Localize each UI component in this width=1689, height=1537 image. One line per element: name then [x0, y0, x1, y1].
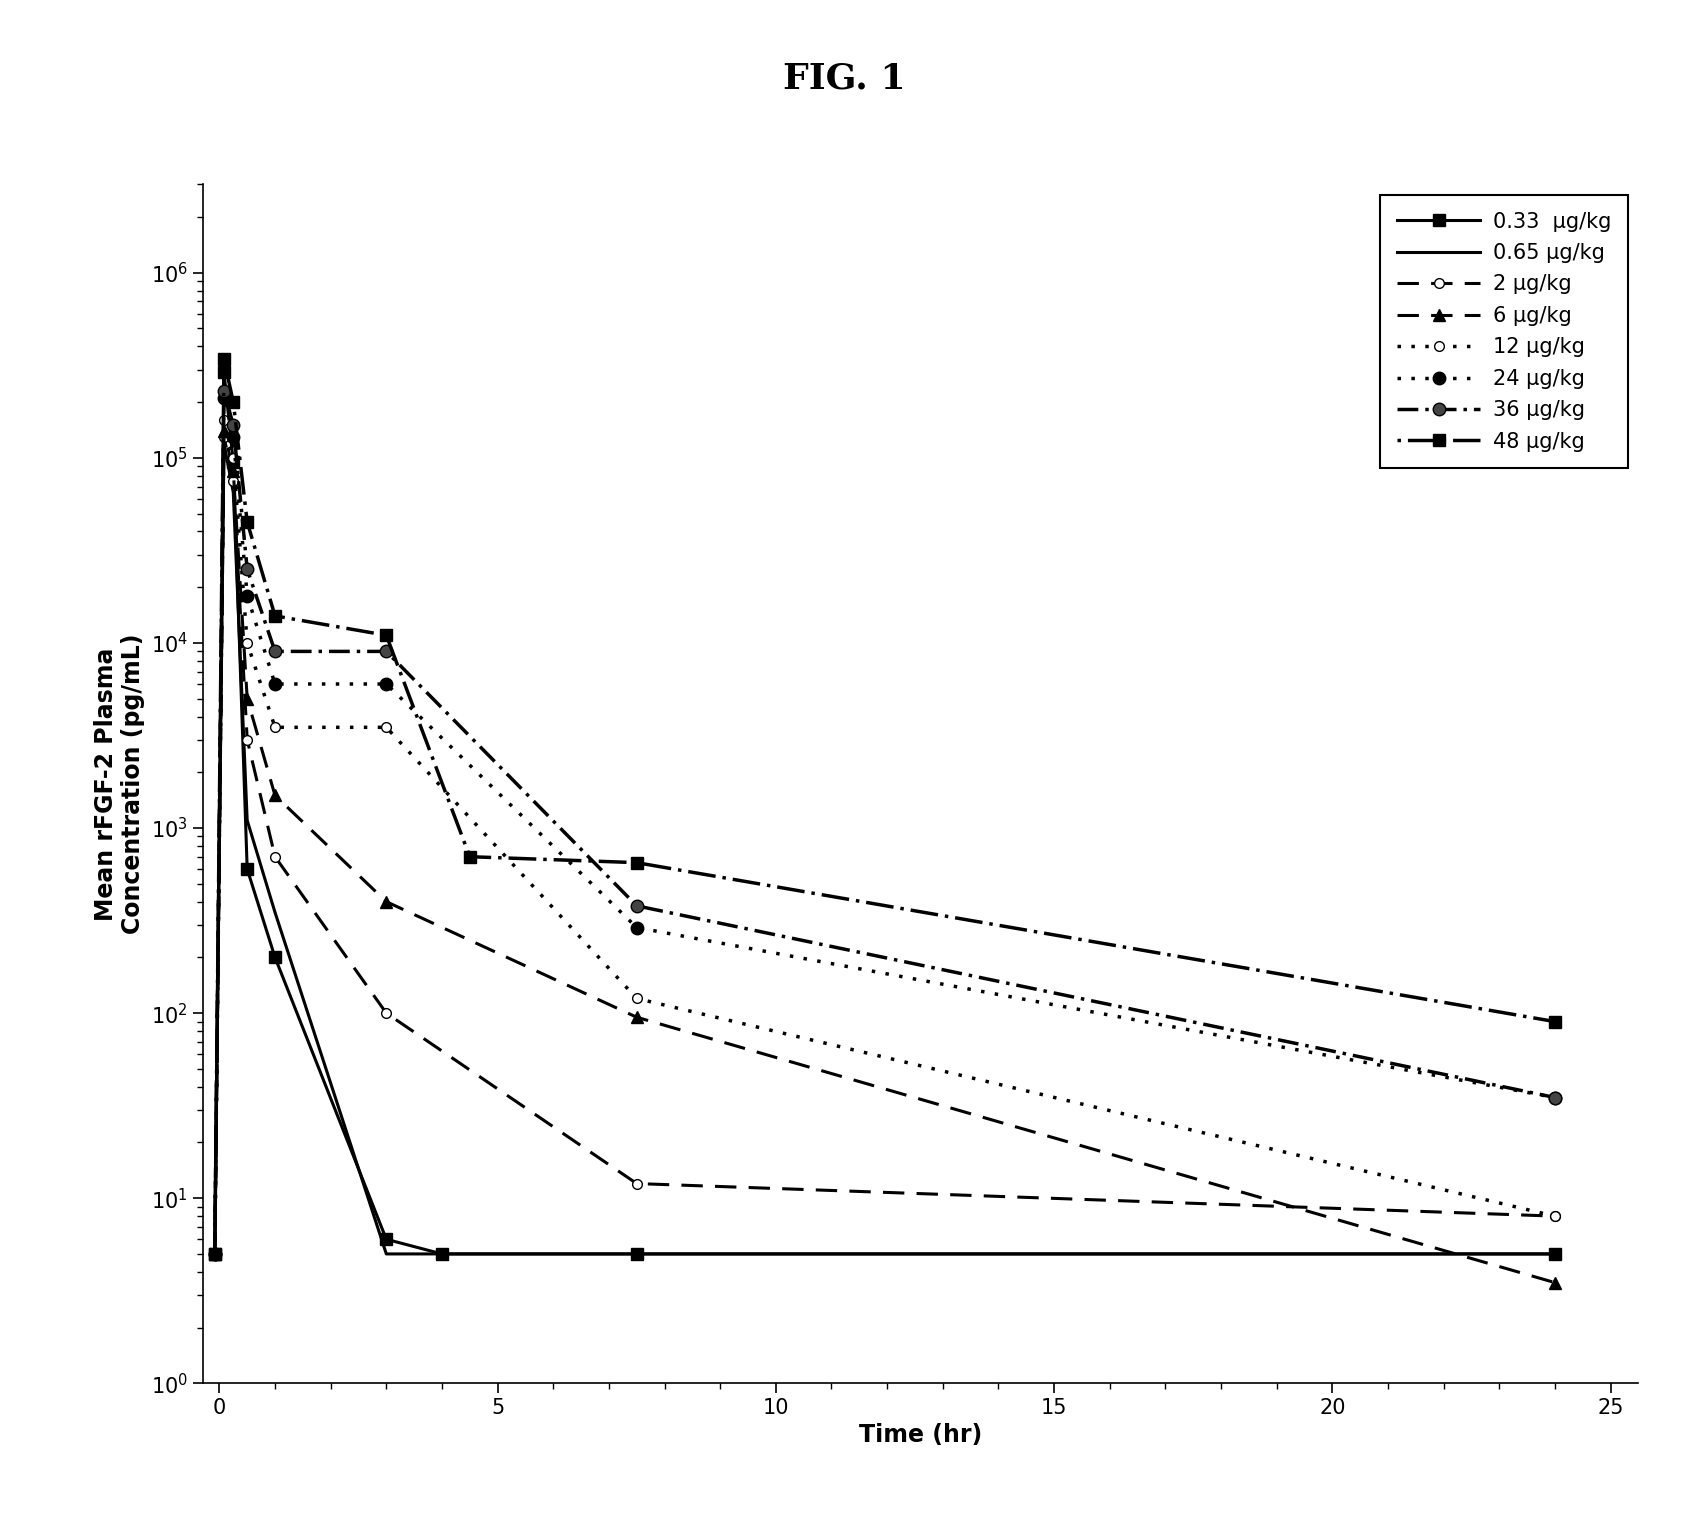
- 24 μg/kg: [204, 1245, 225, 1263]
- 24 μg/kg: [377, 675, 397, 693]
- 0.65 μg/kg: [265, 904, 285, 922]
- 2 μg/kg: [1545, 1207, 1566, 1225]
- 36 μg/kg: [236, 559, 257, 578]
- 48 μg/kg: [627, 853, 647, 871]
- 6 μg/kg: [377, 893, 397, 911]
- 0.33  μg/kg: [215, 363, 235, 381]
- 48 μg/kg: [204, 1245, 225, 1263]
- 36 μg/kg: [1545, 1088, 1566, 1107]
- 0.65 μg/kg: [223, 483, 243, 501]
- 12 μg/kg: [1545, 1207, 1566, 1225]
- 0.33  μg/kg: [223, 453, 243, 472]
- Line: 48 μg/kg: 48 μg/kg: [208, 354, 1561, 1260]
- 0.33  μg/kg: [627, 1245, 647, 1263]
- 36 μg/kg: [265, 642, 285, 661]
- 2 μg/kg: [215, 427, 235, 446]
- 0.33  μg/kg: [432, 1245, 453, 1263]
- 0.33  μg/kg: [1545, 1245, 1566, 1263]
- Line: 0.65 μg/kg: 0.65 μg/kg: [215, 443, 1556, 1254]
- 12 μg/kg: [377, 718, 397, 736]
- Line: 12 μg/kg: 12 μg/kg: [209, 415, 1559, 1259]
- 6 μg/kg: [627, 1008, 647, 1027]
- 12 μg/kg: [223, 449, 243, 467]
- 0.33  μg/kg: [377, 1230, 397, 1248]
- 48 μg/kg: [1545, 1013, 1566, 1031]
- X-axis label: Time (hr): Time (hr): [860, 1423, 981, 1448]
- 6 μg/kg: [236, 690, 257, 709]
- Text: FIG. 1: FIG. 1: [784, 61, 905, 95]
- Y-axis label: Mean rFGF-2 Plasma
Concentration (pg/mL): Mean rFGF-2 Plasma Concentration (pg/mL): [93, 633, 145, 934]
- Legend: 0.33  μg/kg, 0.65 μg/kg, 2 μg/kg, 6 μg/kg, 12 μg/kg, 24 μg/kg, 36 μg/kg, 48 μg/k: 0.33 μg/kg, 0.65 μg/kg, 2 μg/kg, 6 μg/kg…: [1380, 195, 1628, 469]
- 48 μg/kg: [459, 847, 480, 865]
- 24 μg/kg: [236, 587, 257, 606]
- 36 μg/kg: [215, 381, 235, 400]
- 0.33  μg/kg: [236, 859, 257, 878]
- 6 μg/kg: [223, 461, 243, 480]
- 48 μg/kg: [223, 393, 243, 412]
- 6 μg/kg: [204, 1245, 225, 1263]
- 2 μg/kg: [627, 1174, 647, 1193]
- 24 μg/kg: [215, 389, 235, 407]
- 48 μg/kg: [236, 513, 257, 532]
- Line: 0.33  μg/kg: 0.33 μg/kg: [208, 366, 1561, 1260]
- 48 μg/kg: [265, 607, 285, 626]
- 0.65 μg/kg: [215, 433, 235, 452]
- Line: 36 μg/kg: 36 μg/kg: [208, 384, 1561, 1260]
- Line: 6 μg/kg: 6 μg/kg: [208, 424, 1561, 1290]
- 12 μg/kg: [215, 410, 235, 429]
- 24 μg/kg: [1545, 1088, 1566, 1107]
- 12 μg/kg: [204, 1245, 225, 1263]
- 12 μg/kg: [627, 990, 647, 1008]
- 6 μg/kg: [265, 787, 285, 805]
- 0.65 μg/kg: [627, 1245, 647, 1263]
- 36 μg/kg: [204, 1245, 225, 1263]
- 6 μg/kg: [1545, 1273, 1566, 1291]
- 36 μg/kg: [223, 417, 243, 435]
- Line: 24 μg/kg: 24 μg/kg: [208, 392, 1561, 1260]
- 48 μg/kg: [377, 626, 397, 644]
- 0.65 μg/kg: [1545, 1245, 1566, 1263]
- 24 μg/kg: [265, 675, 285, 693]
- 0.65 μg/kg: [377, 1245, 397, 1263]
- 2 μg/kg: [265, 847, 285, 865]
- 36 μg/kg: [627, 896, 647, 915]
- 0.33  μg/kg: [265, 948, 285, 967]
- 48 μg/kg: [215, 350, 235, 369]
- 2 μg/kg: [204, 1245, 225, 1263]
- 2 μg/kg: [223, 472, 243, 490]
- Line: 2 μg/kg: 2 μg/kg: [209, 432, 1559, 1259]
- 24 μg/kg: [627, 918, 647, 936]
- 0.65 μg/kg: [236, 812, 257, 830]
- 2 μg/kg: [377, 1004, 397, 1022]
- 24 μg/kg: [223, 427, 243, 446]
- 12 μg/kg: [265, 718, 285, 736]
- 0.65 μg/kg: [204, 1245, 225, 1263]
- 36 μg/kg: [377, 642, 397, 661]
- 2 μg/kg: [236, 730, 257, 749]
- 6 μg/kg: [215, 421, 235, 440]
- 12 μg/kg: [236, 633, 257, 652]
- 0.33  μg/kg: [204, 1245, 225, 1263]
